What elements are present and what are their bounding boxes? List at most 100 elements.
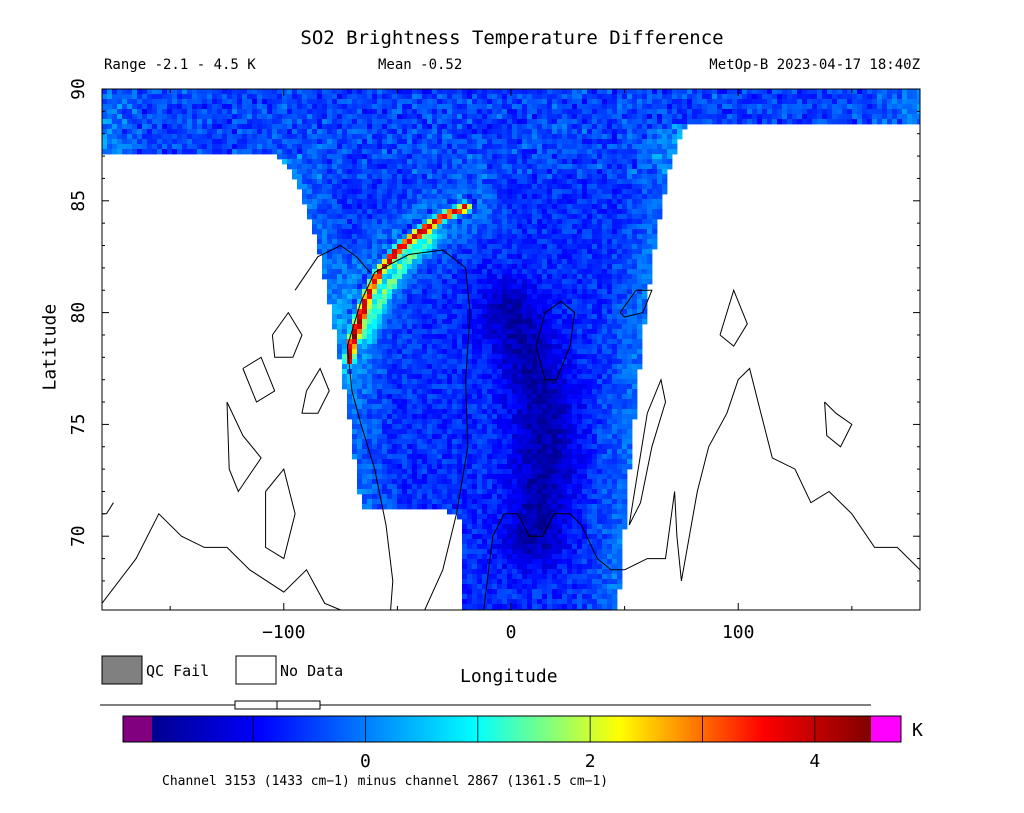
data-cell	[387, 354, 393, 360]
data-cell	[872, 119, 878, 125]
data-cell	[807, 114, 813, 120]
data-cell	[377, 99, 383, 105]
data-cell	[407, 344, 413, 350]
data-cell	[377, 334, 383, 340]
data-cell	[552, 284, 558, 290]
data-cell	[427, 319, 433, 325]
data-cell	[632, 279, 638, 285]
data-cell	[517, 124, 523, 130]
data-cell	[497, 89, 503, 95]
data-cell	[577, 339, 583, 345]
data-cell	[377, 239, 383, 245]
data-cell	[337, 99, 343, 105]
data-cell	[732, 109, 738, 115]
data-cell	[352, 209, 358, 215]
data-cell	[132, 139, 138, 145]
data-cell	[637, 279, 643, 285]
data-cell	[632, 94, 638, 100]
data-cell	[662, 89, 668, 95]
data-cell	[307, 199, 313, 205]
data-cell	[382, 269, 388, 275]
data-cell	[757, 89, 763, 95]
data-cell	[447, 219, 453, 225]
data-cell	[557, 129, 563, 135]
data-cell	[382, 324, 388, 330]
data-cell	[257, 104, 263, 110]
data-cell	[652, 184, 658, 190]
data-cell	[602, 129, 608, 135]
data-cell	[347, 309, 353, 315]
data-cell	[367, 199, 373, 205]
data-cell	[247, 104, 253, 110]
data-cell	[527, 184, 533, 190]
data-cell	[482, 234, 488, 240]
data-cell	[367, 314, 373, 320]
data-cell	[817, 104, 823, 110]
data-cell	[502, 214, 508, 220]
data-cell	[462, 169, 468, 175]
data-cell	[357, 99, 363, 105]
data-cell	[117, 89, 123, 95]
data-cell	[622, 179, 628, 185]
data-cell	[582, 194, 588, 200]
data-cell	[517, 279, 523, 285]
data-cell	[682, 124, 688, 130]
data-cell	[452, 304, 458, 310]
data-cell	[502, 314, 508, 320]
data-cell	[602, 379, 608, 385]
data-cell	[142, 139, 148, 145]
data-cell	[502, 299, 508, 305]
data-cell	[397, 144, 403, 150]
data-cell	[312, 184, 318, 190]
data-cell	[442, 139, 448, 145]
data-cell	[387, 89, 393, 95]
data-cell	[902, 104, 908, 110]
data-cell	[362, 359, 368, 365]
data-cell	[422, 369, 428, 375]
data-cell	[522, 249, 528, 255]
data-cell	[652, 244, 658, 250]
data-cell	[542, 239, 548, 245]
data-cell	[777, 94, 783, 100]
data-cell	[297, 154, 303, 160]
data-cell	[542, 344, 548, 350]
data-cell	[577, 174, 583, 180]
data-cell	[392, 344, 398, 350]
data-cell	[487, 164, 493, 170]
data-cell	[797, 119, 803, 125]
data-cell	[432, 244, 438, 250]
data-cell	[337, 319, 343, 325]
data-cell	[387, 94, 393, 100]
data-cell	[442, 389, 448, 395]
data-cell	[662, 189, 668, 195]
data-cell	[547, 289, 553, 295]
data-cell	[587, 169, 593, 175]
data-cell	[842, 104, 848, 110]
data-cell	[477, 214, 483, 220]
data-cell	[467, 169, 473, 175]
data-cell	[557, 224, 563, 230]
data-cell	[377, 359, 383, 365]
data-cell	[507, 364, 513, 370]
data-cell	[337, 159, 343, 165]
data-cell	[377, 119, 383, 125]
data-cell	[217, 144, 223, 150]
data-cell	[457, 304, 463, 310]
data-cell	[327, 244, 333, 250]
data-cell	[492, 344, 498, 350]
data-cell	[887, 94, 893, 100]
data-cell	[392, 104, 398, 110]
data-cell	[802, 109, 808, 115]
data-cell	[672, 124, 678, 130]
data-cell	[627, 189, 633, 195]
data-cell	[412, 224, 418, 230]
data-cell	[187, 139, 193, 145]
data-cell	[482, 139, 488, 145]
data-cell	[632, 239, 638, 245]
data-cell	[592, 109, 598, 115]
data-cell	[322, 224, 328, 230]
data-cell	[657, 169, 663, 175]
data-cell	[577, 134, 583, 140]
data-cell	[187, 134, 193, 140]
data-cell	[702, 99, 708, 105]
